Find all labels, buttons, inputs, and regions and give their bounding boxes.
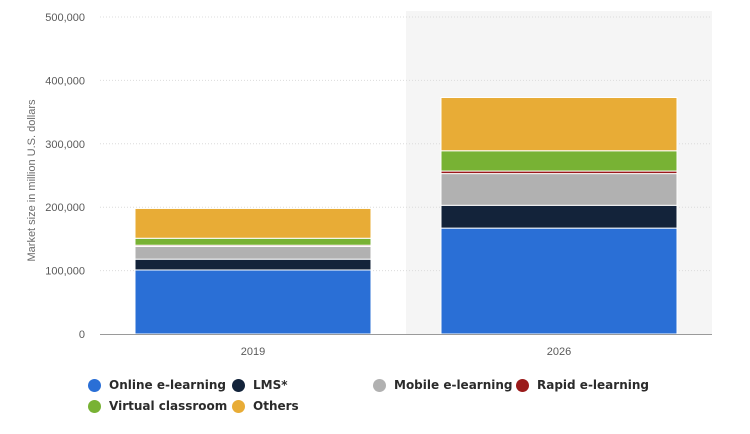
y-tick-label: 0	[79, 329, 85, 341]
bar-segment-online-e-learning-2019[interactable]	[134, 269, 372, 335]
y-tick-label: 100,000	[45, 266, 85, 278]
legend-swatch	[232, 378, 245, 392]
bar-segment-others-2019[interactable]	[134, 207, 372, 239]
bar-segment-mobile-e-learning-2019[interactable]	[134, 246, 372, 260]
x-tick-label: 2019	[241, 346, 265, 358]
legend-item-online-e-learning[interactable]: Online e-learning	[88, 378, 226, 392]
y-tick-label: 400,000	[45, 75, 85, 87]
bar-segment-lms-2019[interactable]	[134, 258, 372, 271]
legend-swatch	[88, 399, 101, 413]
bar-segment-mobile-e-learning-2026[interactable]	[440, 173, 678, 206]
legend-item-virtual-classroom[interactable]: Virtual classroom	[88, 399, 227, 413]
y-axis-ticks: 0 100,000 200,000 300,000 400,000 500,000	[45, 12, 85, 341]
legend-swatch	[516, 378, 529, 392]
legend-swatch	[373, 378, 386, 392]
legend-swatch	[88, 378, 101, 392]
bar-segment-online-e-learning-2026[interactable]	[440, 227, 678, 335]
bar-segment-lms-2026[interactable]	[440, 204, 678, 229]
legend-swatch	[232, 399, 245, 413]
y-tick-label: 500,000	[45, 12, 85, 24]
bar-segment-others-2026[interactable]	[440, 97, 678, 152]
legend-label: Mobile e-learning	[394, 378, 513, 392]
stacked-bar-chart: 0 100,000 200,000 300,000 400,000 500,000 201…	[26, 11, 712, 358]
y-tick-label: 200,000	[45, 202, 85, 214]
legend-item-others[interactable]: Others	[232, 399, 299, 413]
legend-item-mobile-e-learning[interactable]: Mobile e-learning	[373, 378, 513, 392]
y-tick-label: 300,000	[45, 139, 85, 151]
legend-item-rapid-e-learning[interactable]: Rapid e-learning	[516, 378, 649, 392]
y-axis-title: Market size in million U.S. dollars	[26, 99, 38, 261]
legend-item-lms[interactable]: LMS*	[232, 378, 288, 392]
x-tick-label: 2026	[547, 346, 571, 358]
bars	[134, 97, 678, 335]
legend-label: Others	[253, 399, 299, 413]
x-axis-ticks: 2019 2026	[241, 346, 571, 358]
bar-segment-virtual-classroom-2019[interactable]	[134, 237, 372, 246]
legend-label: Virtual classroom	[109, 399, 228, 413]
legend-label: LMS*	[253, 378, 288, 392]
bar-segment-virtual-classroom-2026[interactable]	[440, 150, 678, 172]
legend-label: Online e-learning	[109, 378, 227, 392]
legend-label: Rapid e-learning	[537, 378, 649, 392]
